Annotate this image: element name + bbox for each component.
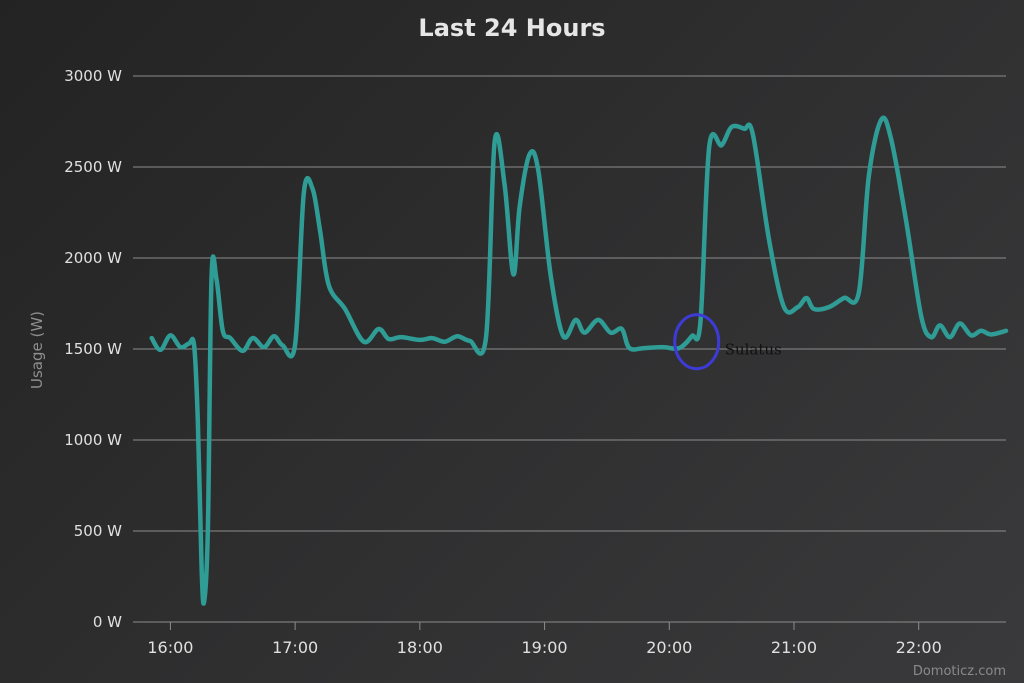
annotation-label: Sulatus — [725, 341, 782, 359]
y-tick-labels: 0 W 500 W 1000 W 1500 W 2000 W 2500 W 3000 W — [64, 67, 122, 631]
annotation-circle — [673, 313, 721, 371]
x-tick-label: 17:00 — [272, 638, 318, 657]
x-tick-label: 22:00 — [896, 638, 942, 657]
y-tick-label: 2000 W — [64, 249, 122, 267]
y-tick-label: 2500 W — [64, 158, 122, 176]
y-tick-label: 500 W — [74, 522, 122, 540]
y-tick-label: 0 W — [93, 613, 122, 631]
y-tick-label: 1000 W — [64, 431, 122, 449]
y-axis-label: Usage (W) — [28, 311, 46, 389]
y-tick-label: 3000 W — [64, 67, 122, 85]
x-tick-label: 16:00 — [147, 638, 193, 657]
x-tick-labels: 16:00 17:00 18:00 19:00 20:00 21:00 22:00 — [147, 622, 942, 657]
x-tick-label: 18:00 — [397, 638, 443, 657]
credit-text: Domoticz.com — [913, 664, 1006, 679]
x-tick-label: 21:00 — [771, 638, 817, 657]
y-tick-label: 1500 W — [64, 340, 122, 358]
grid-lines — [133, 75, 1006, 623]
usage-series-line — [149, 115, 1009, 606]
x-tick-label: 20:00 — [646, 638, 692, 657]
chart-title: Last 24 Hours — [418, 14, 605, 42]
x-tick-label: 19:00 — [522, 638, 568, 657]
